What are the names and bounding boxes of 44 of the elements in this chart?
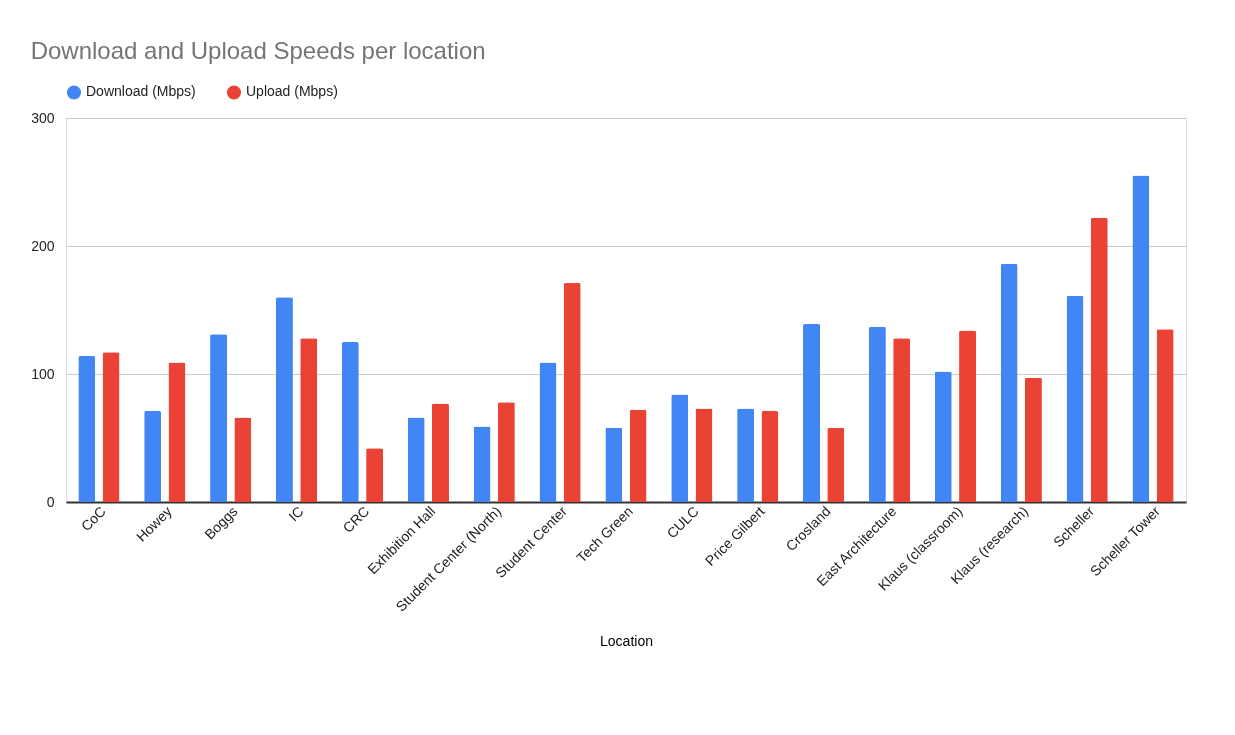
y-tick-label: 0	[46, 493, 55, 510]
legend-label: Upload (Mbps)	[246, 83, 338, 100]
bar	[407, 417, 425, 502]
y-tick-label: 300	[31, 109, 55, 126]
bar	[934, 371, 952, 502]
bar	[695, 408, 713, 502]
bar	[144, 411, 162, 502]
bar	[563, 283, 581, 502]
bar	[168, 362, 186, 502]
chart-title: Download and Upload Speeds per location	[30, 37, 486, 64]
bar	[275, 297, 293, 502]
bar	[1000, 263, 1018, 502]
bar	[341, 342, 359, 502]
y-tick-label: 100	[31, 365, 55, 382]
bar	[1024, 377, 1042, 502]
bar	[959, 330, 977, 502]
bar	[102, 352, 120, 502]
bar	[761, 411, 779, 502]
bar	[629, 409, 647, 502]
bar	[605, 427, 623, 502]
bar	[1132, 175, 1150, 502]
bar	[1066, 295, 1084, 502]
bar	[78, 356, 96, 502]
bar	[210, 334, 228, 502]
bar	[366, 448, 384, 502]
bar	[1090, 217, 1108, 502]
bar	[497, 402, 515, 502]
bar	[671, 394, 689, 502]
x-tick-label: IC	[285, 503, 307, 525]
bar	[431, 403, 449, 502]
bar	[539, 362, 557, 502]
bar	[893, 338, 911, 502]
bar	[234, 417, 252, 502]
x-axis-title: Location	[600, 632, 653, 649]
y-tick-label: 200	[31, 237, 55, 254]
legend-label: Download (Mbps)	[86, 83, 196, 100]
bar	[300, 338, 318, 502]
bar	[868, 326, 886, 502]
bar	[827, 427, 845, 502]
bar	[1156, 329, 1174, 502]
bar	[737, 408, 755, 502]
x-tick-label: CoC	[77, 503, 109, 535]
bar	[473, 426, 491, 502]
bar	[803, 324, 821, 502]
